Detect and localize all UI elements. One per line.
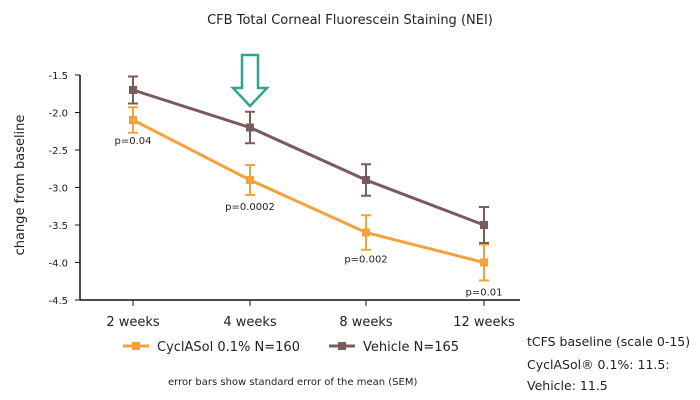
p-value-label: p=0.002 (344, 255, 387, 266)
y-tick-label: -4.0 (48, 259, 68, 270)
legend: CyclASol 0.1% N=160 Vehicle N=165 (123, 340, 459, 355)
p-value-label: p=0.01 (466, 288, 503, 299)
axes: -1.5 -2.0 -2.5 -3.0 -3.5 -4.0 -4.5 2 weeks 4 wee… (48, 71, 520, 330)
p-value-labels: p=0.04 p=0.0002 p=0.002 p=0.01 (115, 136, 503, 299)
p-value-label: p=0.04 (115, 136, 152, 147)
series-line (132, 118, 485, 264)
x-tick-label: 12 weeks (453, 315, 515, 330)
legend-label: Vehicle N=165 (363, 340, 459, 355)
highlight-arrow (230, 53, 270, 108)
legend-label: CyclASol 0.1% N=160 (157, 340, 300, 355)
y-tick-label: -3.0 (48, 184, 68, 195)
down-arrow-icon (230, 53, 270, 108)
x-tick-label: 2 weeks (106, 315, 160, 330)
legend-item: Vehicle N=165 (329, 340, 459, 355)
legend-item: CyclASol 0.1% N=160 (123, 340, 300, 355)
data-point (480, 258, 488, 267)
data-point (246, 123, 254, 132)
data-point (362, 228, 370, 237)
x-tick-label: 4 weeks (223, 315, 277, 330)
y-tick-label: -4.5 (48, 296, 68, 307)
chart-title: CFB Total Corneal Fluorescein Staining (… (207, 13, 493, 28)
y-tick-label: -1.5 (48, 71, 68, 82)
baseline-note-vehicle: Vehicle: 11.5 (527, 378, 608, 393)
p-value-label: p=0.0002 (225, 202, 275, 213)
data-point (129, 116, 137, 124)
series-vehicle (128, 75, 489, 244)
x-tick-label: 8 weeks (339, 315, 393, 330)
y-tick-label: -2.0 (48, 109, 68, 120)
y-axis-label: change from baseline (13, 115, 28, 256)
data-point (480, 221, 488, 229)
data-point (246, 176, 254, 184)
data-point (129, 86, 137, 94)
baseline-note-title: tCFS baseline (scale 0-15) (527, 334, 691, 349)
sem-footnote: error bars show standard error of the me… (168, 377, 417, 388)
y-tick-label: -2.5 (48, 146, 68, 157)
series-cyclasol (128, 106, 489, 282)
y-tick-label: -3.5 (48, 221, 68, 232)
legend-swatch-marker (338, 342, 346, 350)
data-point (362, 176, 370, 184)
series-line (132, 88, 485, 227)
legend-swatch-marker (132, 342, 140, 350)
series-layer (128, 75, 489, 282)
baseline-note-cyclasol: CyclASol® 0.1%: 11.5: (527, 357, 670, 372)
